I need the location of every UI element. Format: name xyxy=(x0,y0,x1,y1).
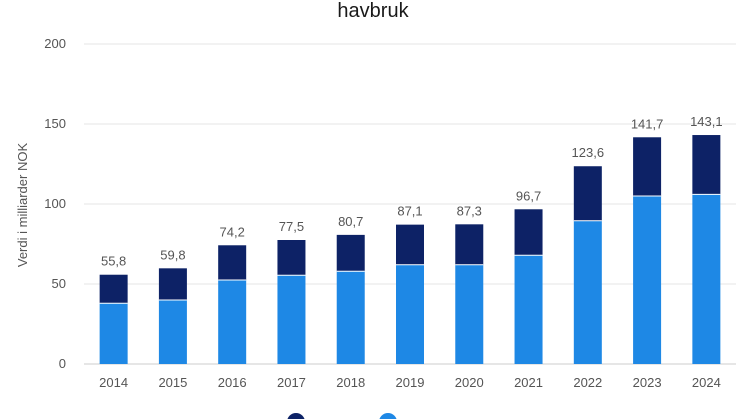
data-label: 55,8 xyxy=(101,254,126,269)
data-label: 143,1 xyxy=(690,114,723,129)
data-label: 96,7 xyxy=(516,188,541,203)
bar-segment-upper xyxy=(396,224,424,265)
data-label: 123,6 xyxy=(572,145,605,160)
data-label: 80,7 xyxy=(338,214,363,229)
bar-segment-lower xyxy=(633,196,662,364)
x-tick-label: 2022 xyxy=(573,375,602,390)
x-tick-label: 2015 xyxy=(158,375,187,390)
data-label: 87,1 xyxy=(397,204,422,219)
bar-segment-lower xyxy=(455,264,484,364)
bar-segment-upper xyxy=(277,240,306,276)
x-tick-label: 2018 xyxy=(336,375,365,390)
bar-segment-upper xyxy=(633,137,662,196)
data-label: 87,3 xyxy=(457,203,482,218)
bar-segment-lower xyxy=(277,275,306,364)
x-tick-label: 2014 xyxy=(99,375,128,390)
bar-segment-upper xyxy=(336,234,365,272)
bar-segment-lower xyxy=(336,271,365,364)
bars xyxy=(99,135,721,364)
bar-segment-upper xyxy=(218,245,247,280)
bar-segment-lower xyxy=(158,300,187,364)
chart-title: havbruk xyxy=(337,0,409,22)
bar-segment-upper xyxy=(455,224,484,265)
y-tick-labels: 0 50 100 150 200 xyxy=(44,36,66,371)
legend-swatch xyxy=(287,413,305,419)
x-tick-label: 2019 xyxy=(396,375,425,390)
x-tick-labels: 2014 2015 2016 2017 2018 2019 2020 2021 2022 2023… xyxy=(99,375,721,390)
bar-segment-upper xyxy=(99,274,128,304)
legend-swatch xyxy=(379,413,397,419)
data-label: 77,5 xyxy=(279,219,304,234)
x-tick-label: 2016 xyxy=(218,375,247,390)
bar-segment-upper xyxy=(692,135,721,195)
bar-segment-lower xyxy=(99,303,128,364)
data-label: 141,7 xyxy=(631,116,664,131)
x-tick-label: 2020 xyxy=(455,375,484,390)
legend xyxy=(287,413,397,419)
bar-segment-lower xyxy=(218,280,247,364)
data-labels: 55,8 59,8 74,2 77,5 80,7 87,1 87,3 96,7 123,6 141… xyxy=(101,114,723,269)
bar-segment-lower xyxy=(514,255,543,364)
x-tick-label: 2023 xyxy=(633,375,662,390)
bar-segment-lower xyxy=(692,194,721,364)
bar-segment-lower xyxy=(396,264,424,364)
bar-segment-upper xyxy=(158,268,187,300)
bar-segment-lower xyxy=(573,220,602,364)
y-tick-label: 200 xyxy=(44,36,66,51)
gridlines xyxy=(84,43,736,365)
data-label: 74,2 xyxy=(220,224,245,239)
data-label: 59,8 xyxy=(160,247,185,262)
y-tick-label: 150 xyxy=(44,116,66,131)
y-tick-label: 100 xyxy=(44,196,66,211)
y-tick-label: 50 xyxy=(52,276,66,291)
x-tick-label: 2024 xyxy=(692,375,721,390)
y-tick-label: 0 xyxy=(59,356,66,371)
x-tick-label: 2017 xyxy=(277,375,306,390)
x-tick-label: 2021 xyxy=(514,375,543,390)
y-axis-label: Verdi i milliarder NOK xyxy=(15,143,30,268)
bar-segment-upper xyxy=(573,166,602,221)
bar-segment-upper xyxy=(514,209,543,256)
